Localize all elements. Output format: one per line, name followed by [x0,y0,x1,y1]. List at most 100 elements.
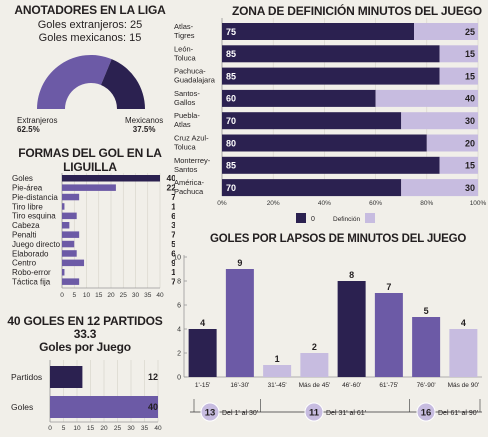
bar-juego-directo [62,240,75,248]
category-label-penalti: Penalti [12,230,37,239]
value-label-penalti: 7 [171,230,175,240]
x-tick-label: 20 [107,292,115,299]
y-tick-label: 2 [177,351,181,358]
bar-robo-error [62,269,65,276]
x-tick-label: 0 [60,292,64,299]
value-label-tactica-fija: 7 [171,277,175,287]
donut-label-foreign-pct: 62.5% [17,125,40,134]
value-main-monterrey-santos: 85 [226,161,236,171]
value-main-atlas-tigres: 75 [226,27,236,37]
bar-main-pachuca-guadalajara [222,67,440,85]
category-label-mas-de-90: Más de 90' [448,382,480,389]
x-tick-label: 100% [470,200,487,207]
summary-average: 33.3 [73,327,97,341]
category-label-cabeza: Cabeza [12,221,40,230]
x-tick-label: 5 [62,425,66,432]
value-definition-leon-toluca: 15 [465,49,475,59]
value-definition-cruz-azul-toluca: 20 [465,138,475,148]
x-tick-label: 20% [267,200,280,207]
period-circle-1 [200,402,220,422]
lapses-chart: 0 2 4 6 8 10 4 1'-15' 9 16'-30' 1 31'-45' 2 Más de 45… [173,255,482,422]
category-label-puebla-atlas: Puebla- [174,111,200,120]
x-tick-label: 35 [144,292,152,299]
x-tick-label: 15 [95,292,103,299]
bar-partidos [50,366,83,388]
x-tick-label: 10 [73,425,81,432]
category-label-santos-gallos: Santos- [174,89,200,98]
x-tick-label: 0 [48,425,52,432]
value-label-juego-directo: 5 [171,239,175,249]
category-label-juego-directo: Juego directo [12,240,61,249]
value-label-tiro-libre: 1 [171,201,175,211]
category-label-31-45: 31'-45' [268,382,287,389]
period-count-3: 16 [421,408,432,419]
bar-elaborado [62,250,77,257]
category-label-partidos: Partidos [11,372,42,382]
zone-chart: 0% 20% 40% 60% 80% 100%Atlas-Tigres 75 25León-T… [174,18,487,223]
y-tick-label: 6 [177,303,181,310]
donut-label-mexican-pct: 37.5% [132,125,156,134]
value-label-elaborado: 6 [171,248,175,258]
period-circle-3 [416,402,436,422]
value-label-pie-distancia: 7 [171,192,175,202]
value-main-puebla-atlas: 70 [226,116,236,126]
bar-31-45 [263,365,292,377]
value-definition-atlas-tigres: 25 [465,27,475,37]
scorers-donut [37,55,145,109]
x-tick-label: 30 [127,425,135,432]
x-tick-label: 40 [156,292,164,299]
bar-definition-puebla-atlas [401,112,478,130]
x-tick-label: 80% [420,200,433,207]
legend-label-0: 0 [311,216,315,223]
period-label-2: Del 31' al 61' [326,410,366,417]
period-count-2: 11 [309,408,320,419]
category-label-goles: Goles [11,402,33,412]
bar-76-90 [412,317,441,377]
zone-title: ZONA DE DEFINICIÓN MINUTOS DEL JUEGO [232,4,482,18]
category-label-monterrey-santos: Monterrey- [174,156,211,165]
category-label-puebla-atlas: Atlas [174,120,191,129]
forms-title: FORMAS DEL GOL EN LA LIGUILLA [10,146,170,174]
bar-definition-pachuca-guadalajara [439,67,478,85]
value-main-santos-gallos: 60 [226,94,236,104]
bar-goles [50,396,158,418]
value-definition-pachuca-guadalajara: 15 [465,71,475,81]
value-label-goles: 40 [148,402,158,412]
value-definition-america-pachuca: 30 [465,183,475,193]
bar-61-75 [374,293,403,377]
legend-swatch-0 [296,213,306,223]
donut-label-mexican-name: Mexicanos [125,116,164,125]
value-label-16-30: 9 [237,258,242,268]
value-definition-puebla-atlas: 30 [465,116,475,126]
bar-definition-leon-toluca [439,45,478,63]
category-label-pachuca-guadalajara: Pachuca- [174,67,206,76]
x-tick-label: 25 [114,425,122,432]
value-definition-monterrey-santos: 15 [465,161,475,171]
donut-label-mexican: Mexicanos 37.5% [125,116,163,134]
bar-definition-atlas-tigres [414,23,478,40]
period-label-1: Del 1' al 30' [222,410,258,417]
category-label-pachuca-guadalajara: Guadalajara [174,76,216,85]
bar-pie-distancia [62,193,80,201]
value-label-robo-error: 1 [171,267,175,277]
bar-tiro-esquina [62,212,77,220]
category-label-america-pachuca: Pachuca [174,187,204,196]
value-definition-santos-gallos: 40 [465,94,475,104]
value-main-america-pachuca: 70 [226,183,236,193]
summary-chart: 0 5 10 15 20 25 30 35 40 Partidos 12 Goles 40 [11,360,162,432]
legend-label-definicion: Definción [333,216,360,223]
bar-penalti [62,231,80,238]
y-tick-label: 10 [173,255,181,262]
period-count-1: 13 [205,408,216,419]
scorers-line-foreign: Goles extranjeros: 25 [37,19,143,31]
category-label-atlas-tigres: Tigres [174,31,195,40]
bar-definition-monterrey-santos [439,156,478,174]
x-tick-label: 5 [72,292,76,299]
bar-tiro-libre [62,203,65,210]
category-label-46-60: 46'-60' [342,382,361,389]
bar-46-60 [337,281,366,377]
bar-definition-america-pachuca [401,179,478,197]
category-label-1-15: 1'-15' [195,382,211,389]
x-tick-label: 60% [369,200,382,207]
x-tick-label: 25 [120,292,128,299]
